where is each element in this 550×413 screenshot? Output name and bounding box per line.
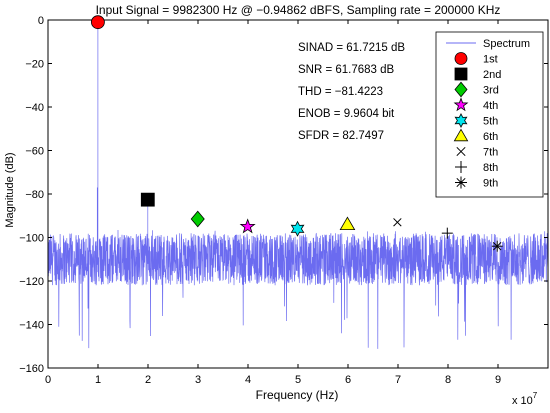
legend-label: 1st (483, 54, 498, 66)
legend-label: 2nd (483, 69, 501, 81)
x-tick-label: 5 (295, 374, 301, 386)
harmonic-marker-7th (393, 218, 402, 227)
x-tick-label: 1 (95, 374, 101, 386)
y-tick-label: −140 (19, 320, 44, 332)
harmonic-marker-3rd (190, 210, 205, 228)
y-tick-label: −160 (19, 363, 44, 375)
marker-hexagram (454, 113, 468, 128)
y-tick-label: −120 (19, 276, 44, 288)
y-axis-label: Magnitude (dB) (4, 152, 16, 227)
x-tick-label: 6 (345, 374, 351, 386)
legend-marker-5th (454, 113, 468, 128)
x-axis-exponent-power: 7 (533, 391, 538, 400)
metric-annotation: ENOB = 9.9604 bit (298, 108, 395, 120)
metric-annotation: THD = −81.4223 (298, 86, 383, 98)
x-tick-label: 2 (145, 374, 151, 386)
legend-marker-2nd (454, 67, 468, 81)
harmonic-marker-6th (339, 216, 356, 231)
legend-marker-9th (455, 176, 467, 189)
marker-triangle (453, 128, 469, 142)
y-tick-label: 0 (38, 15, 44, 27)
harmonic-marker-1st (91, 15, 105, 30)
legend-label: 8th (483, 162, 498, 174)
x-axis-label: Frequency (Hz) (256, 388, 339, 402)
spectrum-line (48, 22, 548, 349)
marker-circle (91, 15, 105, 30)
x-axis-exponent-base: x 10 (512, 395, 533, 407)
harmonic-marker-4th (239, 218, 256, 234)
y-tick-label: −100 (19, 233, 44, 245)
legend-marker-4th (453, 97, 469, 112)
marker-star (453, 97, 469, 112)
x-axis-exponent: x 107 (512, 391, 538, 407)
marker-x-b (393, 218, 402, 227)
marker-x-b (456, 146, 466, 157)
legend-label: 3rd (483, 85, 499, 97)
x-tick-label: 8 (445, 374, 451, 386)
marker-diamond (454, 81, 468, 98)
legend-label: 5th (483, 116, 498, 128)
legend-marker-6th (453, 128, 469, 142)
marker-star (239, 218, 256, 234)
marker-ast-d2 (456, 177, 466, 188)
metric-annotation: SNR = 61.7683 dB (298, 64, 395, 76)
marker-square (140, 192, 155, 207)
legend-marker-7th (456, 146, 466, 157)
x-tick-label: 7 (395, 374, 401, 386)
y-tick-label: −40 (25, 102, 44, 114)
legend-label: 4th (483, 100, 498, 112)
marker-hexagram (290, 220, 305, 237)
legend-label: 7th (483, 147, 498, 159)
marker-triangle (339, 216, 356, 231)
legend-label: Spectrum (483, 38, 530, 50)
marker-circle (454, 52, 468, 65)
marker-diamond (190, 210, 205, 228)
x-tick-label: 3 (195, 374, 201, 386)
y-tick-label: −20 (25, 59, 44, 71)
legend-marker-3rd (454, 81, 468, 98)
legend-label: 6th (483, 131, 498, 143)
marker-ast-d2 (492, 241, 502, 251)
metric-annotation: SFDR = 82.7497 (298, 130, 384, 142)
y-tick-label: −80 (25, 189, 44, 201)
harmonic-marker-9th (491, 240, 503, 252)
legend-marker-8th (455, 161, 467, 173)
legend-box (435, 31, 544, 198)
chart-title: Input Signal = 9982300 Hz @ −0.94862 dBF… (96, 3, 501, 17)
legend: Spectrum 1st 2nd 3rd 4th 5th 6th 7th 8th 9th (435, 31, 544, 198)
metrics-annotations: SINAD = 61.7215 dB SNR = 61.7683 dB THD = … (298, 42, 405, 142)
legend-label: 9th (483, 178, 498, 190)
metric-annotation: SINAD = 61.7215 dB (298, 42, 405, 54)
x-tick-label: 4 (245, 374, 251, 386)
legend-marker-1st (454, 52, 468, 65)
x-tick-label: 0 (45, 374, 51, 386)
harmonic-marker-5th (290, 220, 305, 237)
y-tick-label: −60 (25, 146, 44, 158)
marker-square (454, 67, 468, 81)
harmonic-marker-2nd (140, 192, 155, 207)
harmonic-marker-8th (441, 227, 453, 239)
x-tick-label: 9 (495, 374, 501, 386)
